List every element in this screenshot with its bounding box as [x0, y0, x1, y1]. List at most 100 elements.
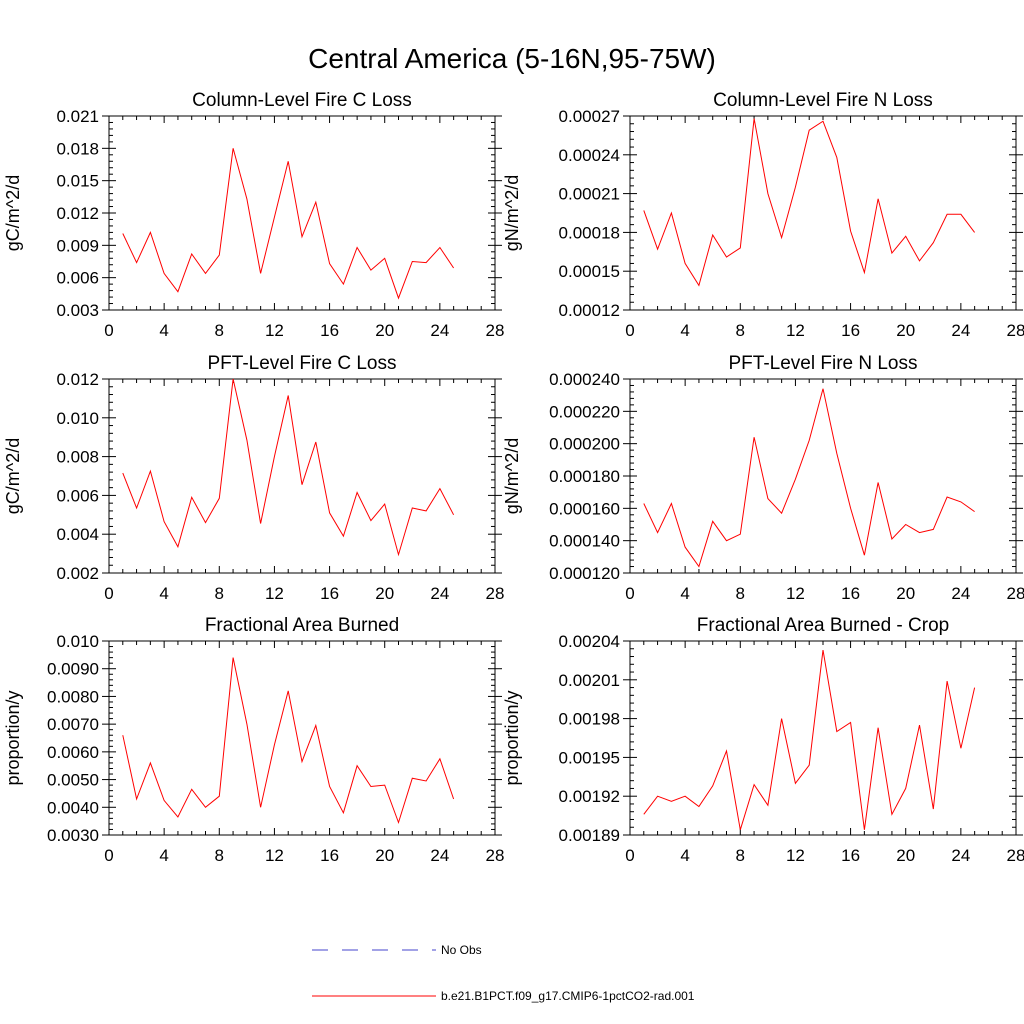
x-tick-label: 4	[159, 584, 168, 603]
x-tick-label: 0	[104, 846, 113, 865]
x-tick-label: 20	[896, 584, 915, 603]
x-tick-label: 20	[375, 846, 394, 865]
y-tick-label: 0.00189	[559, 826, 620, 845]
y-tick-label: 0.0090	[47, 660, 99, 679]
y-tick-label: 0.0040	[47, 798, 99, 817]
y-tick-label: 0.0080	[47, 687, 99, 706]
y-tick-label: 0.012	[56, 370, 99, 389]
y-tick-label: 0.00012	[559, 301, 620, 320]
y-tick-label: 0.006	[56, 486, 99, 505]
y-tick-label: 0.00201	[559, 671, 620, 690]
x-tick-label: 8	[215, 321, 224, 340]
legend-item: b.e21.B1PCT.f09_g17.CMIP6-1pctCO2-rad.00…	[312, 989, 695, 1003]
y-tick-label: 0.00192	[559, 787, 620, 806]
x-tick-label: 8	[736, 846, 745, 865]
series-line	[643, 118, 975, 287]
x-tick-label: 24	[430, 321, 449, 340]
x-tick-label: 8	[215, 846, 224, 865]
x-tick-label: 16	[320, 321, 339, 340]
y-tick-label: 0.004	[56, 525, 99, 544]
x-tick-label: 28	[1007, 321, 1024, 340]
series-line	[643, 388, 975, 568]
panel-title: PFT-Level Fire C Loss	[208, 353, 397, 374]
y-axis-label: proportion/y	[3, 690, 23, 785]
x-tick-label: 16	[320, 846, 339, 865]
y-tick-label: 0.000180	[549, 467, 620, 486]
series-line	[122, 378, 455, 557]
y-tick-label: 0.0060	[47, 743, 99, 762]
y-tick-label: 0.0050	[47, 771, 99, 790]
x-tick-label: 12	[786, 846, 805, 865]
x-tick-label: 28	[1007, 846, 1024, 865]
x-tick-label: 24	[951, 584, 970, 603]
y-tick-label: 0.000240	[549, 370, 620, 389]
y-tick-label: 0.000140	[549, 532, 620, 551]
x-tick-label: 24	[430, 584, 449, 603]
y-axis-label: gC/m^2/d	[3, 438, 23, 514]
x-tick-label: 12	[265, 584, 284, 603]
y-tick-label: 0.00024	[559, 146, 620, 165]
chart-panel-1: Column-Level Fire C Loss gC/m^2/d 0 4 8 12 16 2…	[3, 90, 504, 340]
x-tick-label: 12	[265, 321, 284, 340]
panel-title: Column-Level Fire N Loss	[713, 90, 933, 111]
x-tick-label: 28	[486, 584, 505, 603]
y-tick-label: 0.015	[56, 172, 99, 191]
figure-title: Central America (5-16N,95-75W)	[308, 43, 716, 74]
y-tick-label: 0.009	[56, 236, 99, 255]
x-tick-label: 0	[625, 321, 634, 340]
legend: No Obs b.e21.B1PCT.f09_g17.CMIP6-1pctCO2-…	[312, 943, 695, 1003]
chart-panel-5: Fractional Area Burned proportion/y 0 4 8 12 1…	[3, 615, 504, 865]
y-tick-label: 0.010	[56, 632, 99, 651]
panel-title: Fractional Area Burned	[205, 615, 399, 636]
y-tick-label: 0.000200	[549, 435, 620, 454]
x-tick-label: 20	[896, 321, 915, 340]
legend-label: b.e21.B1PCT.f09_g17.CMIP6-1pctCO2-rad.00…	[441, 989, 695, 1003]
y-tick-label: 0.010	[56, 409, 99, 428]
x-tick-label: 4	[159, 846, 168, 865]
x-tick-label: 24	[951, 321, 970, 340]
y-tick-label: 0.00204	[559, 632, 620, 651]
y-axis-label: gN/m^2/d	[502, 175, 522, 251]
y-tick-label: 0.000160	[549, 499, 620, 518]
y-tick-label: 0.0070	[47, 715, 99, 734]
y-tick-label: 0.021	[56, 107, 99, 126]
x-tick-label: 4	[159, 321, 168, 340]
x-tick-label: 20	[375, 321, 394, 340]
x-tick-label: 16	[320, 584, 339, 603]
x-tick-label: 12	[265, 846, 284, 865]
x-tick-label: 8	[736, 584, 745, 603]
x-tick-label: 12	[786, 321, 805, 340]
x-tick-label: 8	[736, 321, 745, 340]
y-tick-label: 0.00195	[559, 748, 620, 767]
chart-panel-4: PFT-Level Fire N Loss gN/m^2/d 0 4 8 12 16 20 24…	[502, 353, 1024, 603]
legend-label: No Obs	[441, 943, 482, 957]
series-line	[643, 650, 976, 830]
x-tick-label: 4	[680, 584, 689, 603]
x-tick-label: 0	[104, 584, 113, 603]
y-tick-label: 0.000220	[549, 402, 620, 421]
y-tick-label: 0.0030	[47, 826, 99, 845]
chart-panel-2: Column-Level Fire N Loss gN/m^2/d 0 4 8 12 16 2…	[502, 90, 1024, 340]
x-tick-label: 20	[896, 846, 915, 865]
panel-title: PFT-Level Fire N Loss	[729, 353, 918, 374]
chart-panel-3: PFT-Level Fire C Loss gC/m^2/d 0 4 8 12 16 20 24…	[3, 353, 504, 603]
x-tick-label: 20	[375, 584, 394, 603]
y-tick-label: 0.006	[56, 269, 99, 288]
x-tick-label: 4	[680, 846, 689, 865]
y-tick-label: 0.00015	[559, 262, 620, 281]
y-axis-label: proportion/y	[502, 690, 522, 785]
y-tick-label: 0.00021	[559, 185, 620, 204]
y-axis-label: gN/m^2/d	[502, 438, 522, 514]
y-tick-label: 0.00018	[559, 223, 620, 242]
y-axis-label: gC/m^2/d	[3, 175, 23, 251]
x-tick-label: 28	[1007, 584, 1024, 603]
x-tick-label: 28	[486, 321, 505, 340]
x-tick-label: 8	[215, 584, 224, 603]
y-tick-label: 0.003	[56, 301, 99, 320]
legend-item: No Obs	[312, 943, 482, 957]
x-tick-label: 4	[680, 321, 689, 340]
chart-panel-6: Fractional Area Burned - Crop proportion/…	[502, 615, 1024, 865]
x-tick-label: 16	[841, 846, 860, 865]
